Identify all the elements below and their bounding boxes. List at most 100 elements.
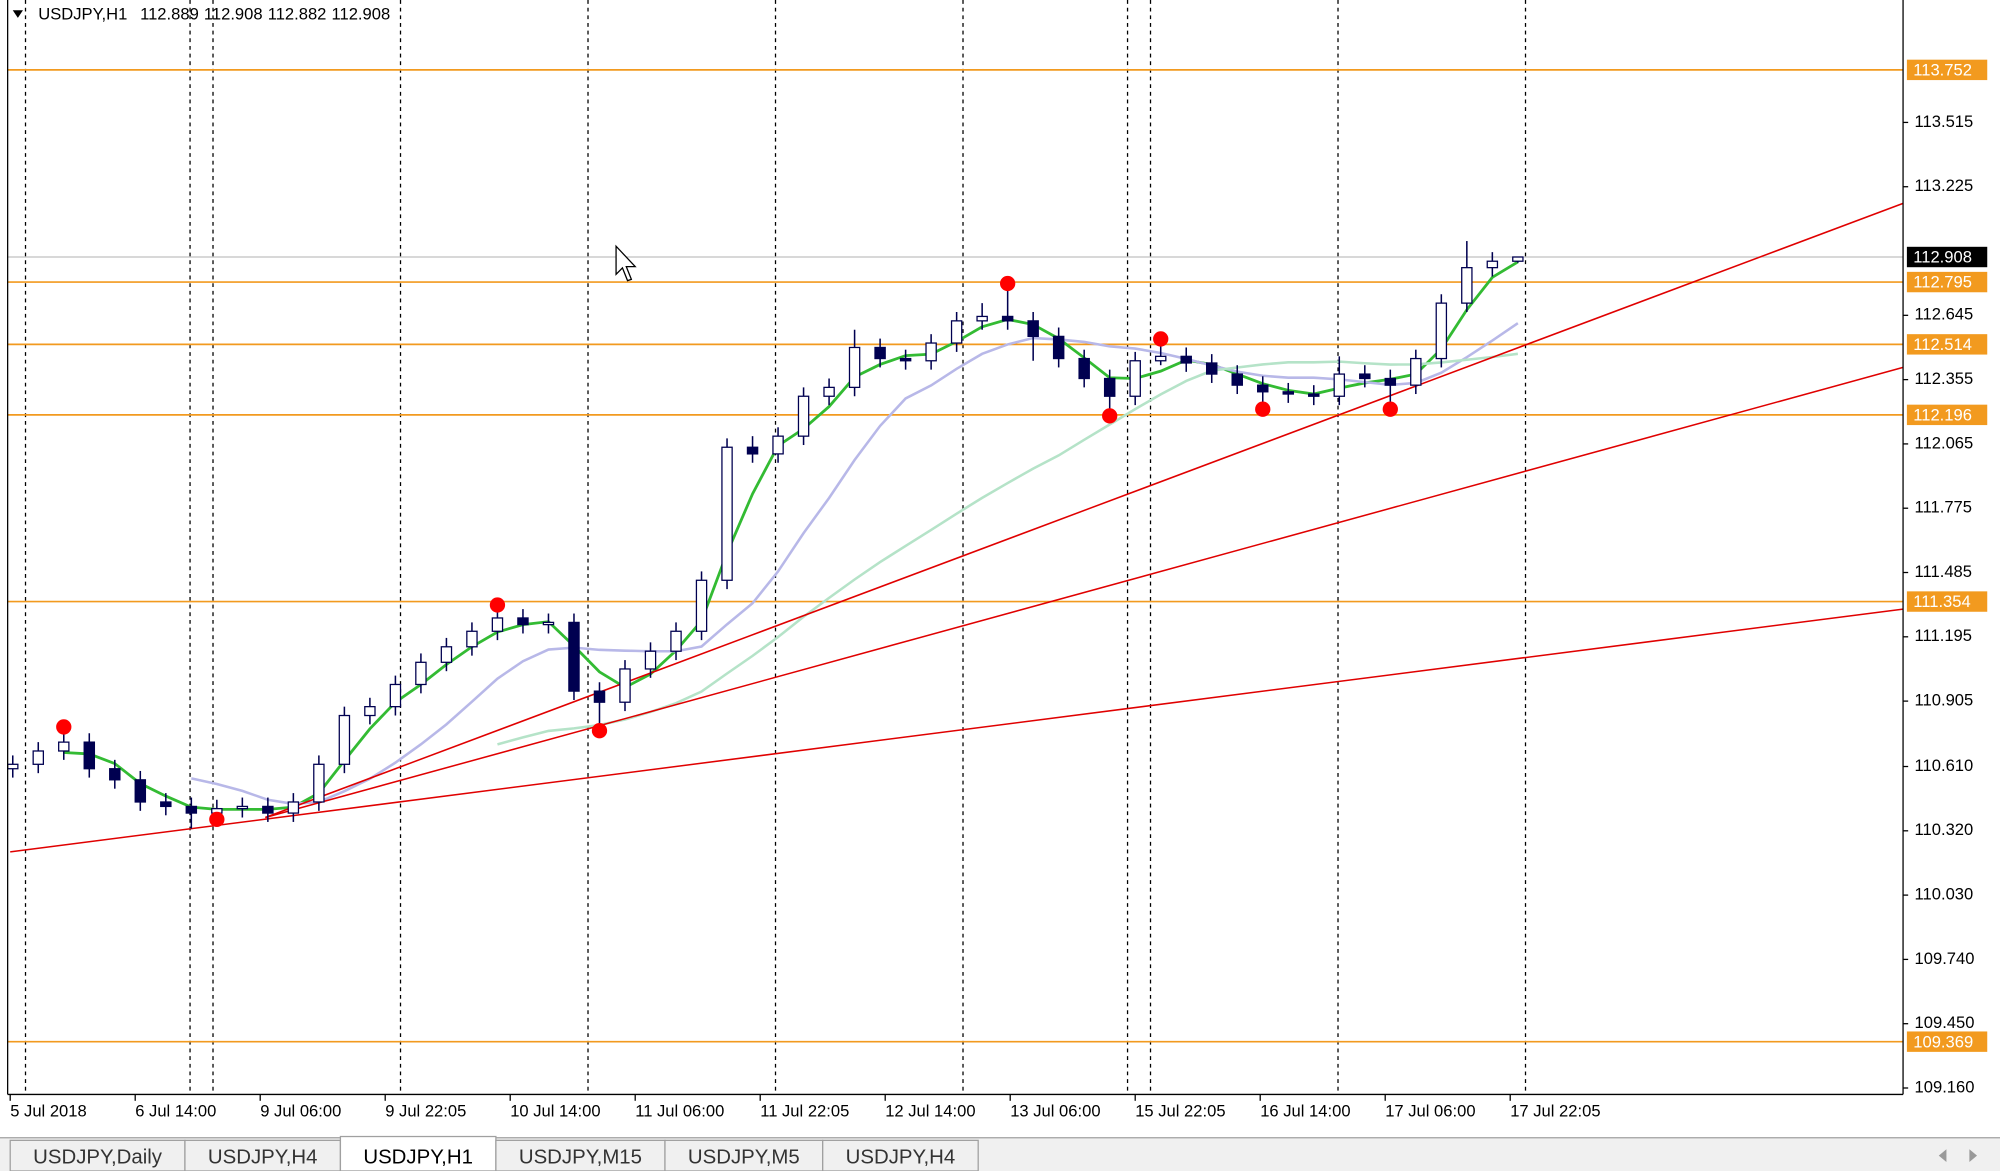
tab-label[interactable]: USDJPY,H4 [208, 1147, 318, 1169]
price-axis: 113.515 113.225 112.645 112.355 112.065 111.7… [1903, 59, 1988, 1096]
candle-body [440, 646, 453, 663]
tab[interactable]: USDJPY,H4 [184, 1139, 342, 1171]
candle-body [695, 579, 708, 632]
candle-body [1180, 355, 1192, 364]
level-label: 113.752 [1913, 61, 1972, 80]
bid-label: 112.908 [1913, 248, 1972, 267]
candle-body [1154, 355, 1167, 362]
candle-body [874, 346, 886, 360]
candle-body [109, 768, 121, 781]
candle-body [7, 763, 19, 770]
candle-body [976, 315, 988, 322]
tab-shape[interactable] [822, 1139, 979, 1171]
level-label: 109.369 [1913, 1032, 1973, 1051]
candle-body [262, 805, 274, 814]
tab-shape[interactable] [664, 1139, 824, 1171]
y-tick-label: 109.450 [1915, 1013, 1975, 1032]
fractal-high [489, 597, 506, 613]
close: 112.908 [332, 5, 391, 24]
candle-body [772, 435, 784, 455]
candle-body [1282, 391, 1295, 395]
candle-body [517, 617, 529, 626]
candle-body [160, 801, 172, 808]
candle-body [466, 630, 478, 648]
candle-body [364, 706, 376, 717]
candle-body [1512, 256, 1524, 262]
candle-body [1129, 360, 1141, 397]
trendline [265, 366, 1904, 819]
y-tick-label: 112.355 [1915, 369, 1974, 388]
y-tick-label: 109.740 [1915, 949, 1975, 968]
tab[interactable]: USDJPY,Daily [9, 1139, 186, 1171]
tab-shape[interactable] [495, 1139, 666, 1171]
x-tick-label: 6 Jul 14:00 [135, 1102, 216, 1121]
trendline [10, 608, 1904, 853]
high: 112.908 [204, 5, 263, 24]
candle-body [1231, 373, 1243, 386]
y-tick-label: 110.610 [1915, 756, 1974, 775]
tab-label[interactable]: USDJPY,M15 [519, 1147, 642, 1169]
x-tick-label: 12 Jul 14:00 [885, 1102, 975, 1121]
y-tick-label: 110.030 [1915, 884, 1974, 903]
candle-body [287, 801, 300, 814]
candle-body [1486, 260, 1499, 269]
level-label-box [1906, 334, 1988, 355]
x-tick-label: 9 Jul 06:00 [260, 1102, 341, 1121]
candle-body [593, 690, 606, 703]
y-tick-label: 111.195 [1915, 626, 1972, 645]
level-label: 112.196 [1913, 406, 1972, 425]
bid-label-box [1906, 246, 1988, 268]
candle-body [721, 446, 733, 581]
y-tick-label: 111.775 [1915, 498, 1972, 517]
x-tick-label: 9 Jul 22:05 [385, 1102, 466, 1121]
tab[interactable]: USDJPY,M5 [664, 1139, 824, 1171]
level-label: 111.354 [1913, 592, 1970, 611]
candle-body [1001, 315, 1014, 322]
x-tick-label: 13 Jul 06:00 [1010, 1102, 1100, 1121]
fractal-low [1102, 408, 1118, 424]
tabs: USDJPY,Daily USDJPY,H4 USDJPY,H1 USDJPY,M15… [9, 1135, 979, 1171]
menu-triangle[interactable] [12, 10, 23, 18]
candle-body [899, 357, 912, 362]
candle-body [83, 741, 96, 770]
level-label: 112.514 [1913, 335, 1972, 354]
candle-body [185, 805, 198, 814]
candle-body [32, 750, 45, 765]
symbol: USDJPY,H1 [38, 5, 127, 24]
candle-body [797, 395, 810, 437]
candle-body [1410, 357, 1422, 386]
y-tick-label: 112.065 [1915, 433, 1974, 452]
level-label-box [1906, 271, 1988, 293]
candle-body [313, 763, 325, 803]
level-label-box [1906, 591, 1988, 612]
candle-body [491, 617, 504, 632]
x-tick-label: 11 Jul 22:05 [760, 1102, 849, 1121]
candle-body [236, 805, 249, 810]
candle-body [1205, 362, 1218, 375]
candle-body [58, 741, 70, 752]
tab-shape[interactable] [9, 1139, 186, 1171]
y-tick-label: 111.485 [1915, 562, 1972, 581]
trendline [265, 202, 1904, 819]
tab[interactable]: USDJPY,H4 [822, 1139, 979, 1171]
fractal-high [56, 719, 72, 735]
tab-label[interactable]: USDJPY,H1 [363, 1147, 473, 1169]
tab-shape[interactable] [339, 1135, 497, 1171]
tab-label[interactable]: USDJPY,H4 [846, 1147, 956, 1169]
candle-body [568, 621, 580, 692]
tab[interactable]: USDJPY,M15 [495, 1139, 666, 1171]
tab-scroll[interactable] [1938, 1149, 1978, 1163]
tab-label[interactable]: USDJPY,Daily [33, 1147, 163, 1169]
x-tick-label: 17 Jul 22:05 [1510, 1102, 1600, 1121]
candle-body [1333, 373, 1346, 397]
tab[interactable]: USDJPY,H1 [339, 1135, 497, 1171]
fractal-low [1255, 401, 1271, 417]
level-label-box [1906, 59, 1988, 81]
candle-body [848, 346, 861, 389]
candle-body [542, 621, 555, 626]
candle-body [1027, 320, 1039, 338]
tab-label[interactable]: USDJPY,M5 [688, 1147, 800, 1169]
y-tick-label: 113.515 [1915, 112, 1974, 131]
y-tick-label: 110.320 [1915, 820, 1974, 839]
